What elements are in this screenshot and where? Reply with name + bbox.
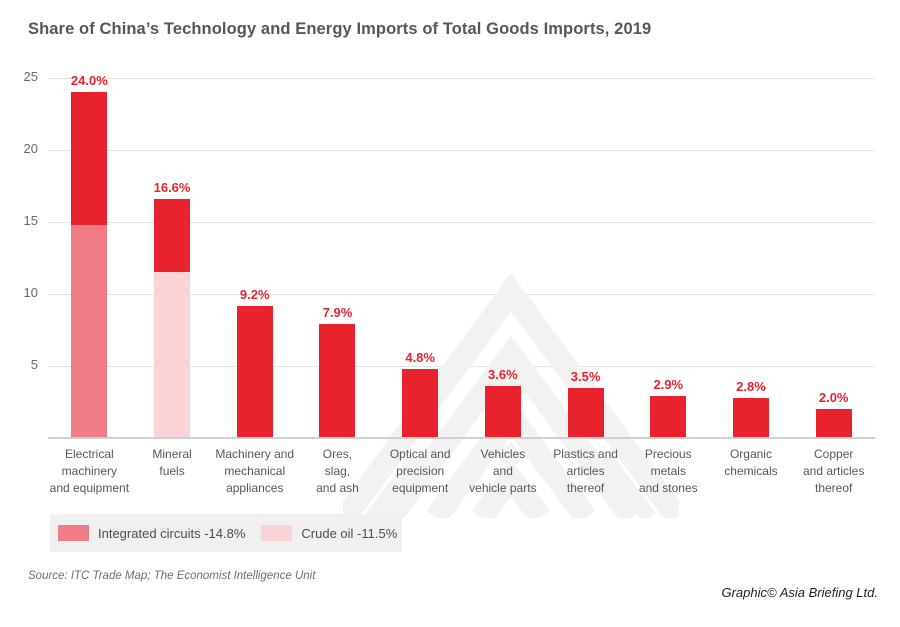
x-axis-baseline bbox=[48, 437, 875, 439]
category-label-6: Plastics and articles thereof bbox=[553, 447, 618, 495]
category-label-5: Vehicles and vehicle parts bbox=[469, 447, 537, 495]
bar-column-9: 2.0% bbox=[792, 78, 875, 438]
category-label-3: Ores, slag, and ash bbox=[316, 447, 359, 495]
legend-swatch-integrated-circuits bbox=[58, 525, 89, 541]
bar-0 bbox=[71, 92, 108, 438]
bar-column-4: 4.8% bbox=[379, 78, 462, 438]
bar-value-label-1: 16.6% bbox=[153, 179, 191, 195]
category-label-1: Mineral fuels bbox=[152, 447, 192, 478]
bar-value-label-0: 24.0% bbox=[70, 73, 108, 89]
bar-column-6: 3.5% bbox=[544, 78, 627, 438]
category-label-7: Precious metals and stones bbox=[638, 447, 698, 495]
bar-value-label-3: 7.9% bbox=[322, 305, 353, 321]
bar-column-0: 24.0% bbox=[48, 73, 131, 438]
gridline-20 bbox=[48, 150, 875, 151]
plot-area: 24.0% 16.6% 9.2% 7.9% 4.8% 3.6% 3.5% 2.9% 2.8% 2.… bbox=[48, 73, 875, 518]
y-tick-label-5: 5 bbox=[30, 357, 38, 372]
bar-value-label-4: 4.8% bbox=[405, 349, 435, 365]
source-note: Source: ITC Trade Map; The Economist Int… bbox=[28, 570, 316, 582]
bar-1 bbox=[154, 198, 191, 438]
y-tick-label-10: 10 bbox=[23, 285, 38, 300]
bar-value-label-2: 9.2% bbox=[239, 286, 270, 302]
y-tick-label-20: 20 bbox=[23, 141, 38, 156]
bar-value-label-7: 2.9% bbox=[653, 377, 684, 393]
bar-segment-integrated-circuits bbox=[71, 224, 108, 438]
bar-value-label-5: 3.6% bbox=[488, 367, 518, 383]
bar-6 bbox=[567, 387, 604, 438]
bar-7 bbox=[650, 396, 687, 438]
gridline-15 bbox=[48, 222, 875, 223]
bar-value-label-9: 2.0% bbox=[818, 390, 849, 406]
bar-8 bbox=[732, 397, 769, 438]
legend-label-integrated-circuits: Integrated circuits -14.8% bbox=[98, 525, 246, 541]
credit-attribution: Graphic© Asia Briefing Ltd. bbox=[721, 585, 878, 600]
bars-container: 24.0% 16.6% 9.2% 7.9% 4.8% 3.6% 3.5% 2.9% 2.8% 2.… bbox=[48, 73, 875, 438]
bar-3 bbox=[319, 324, 356, 438]
bar-value-label-8: 2.8% bbox=[736, 378, 766, 394]
bar-5 bbox=[484, 386, 521, 438]
bar-column-3: 7.9% bbox=[296, 78, 379, 438]
legend-entry-integrated-circuits: Integrated circuits -14.8% bbox=[58, 525, 245, 541]
bar-segment-top-1 bbox=[154, 198, 191, 273]
bar-4 bbox=[402, 368, 439, 438]
bar-segment-top-0 bbox=[71, 92, 108, 225]
bar-2 bbox=[236, 305, 273, 438]
chart-title: Share of China’s Technology and Energy I… bbox=[28, 20, 652, 38]
legend-entry-crude-oil: Crude oil -11.5% bbox=[261, 525, 397, 541]
legend: Integrated circuits -14.8% Crude oil -11… bbox=[50, 514, 402, 552]
legend-label-crude-oil: Crude oil -11.5% bbox=[301, 525, 398, 541]
legend-swatch-crude-oil bbox=[261, 525, 293, 541]
bar-column-7: 2.9% bbox=[627, 78, 710, 438]
y-tick-label-15: 15 bbox=[23, 213, 38, 228]
gridline-25 bbox=[48, 78, 875, 79]
gridline-10 bbox=[48, 294, 875, 295]
bar-column-5: 3.6% bbox=[462, 78, 545, 438]
category-axis-labels: Electrical machinery and equipment Minera… bbox=[48, 446, 875, 496]
bar-value-label-6: 3.5% bbox=[570, 368, 601, 384]
y-tick-label-25: 25 bbox=[23, 69, 38, 84]
bar-column-1: 16.6% bbox=[131, 78, 214, 438]
category-label-0: Electrical machinery and equipment bbox=[49, 447, 130, 495]
category-label-9: Copper and articles thereof bbox=[802, 447, 865, 495]
bar-segment-crude-oil bbox=[154, 272, 191, 438]
bar-9 bbox=[815, 409, 852, 438]
bar-column-8: 2.8% bbox=[710, 78, 793, 438]
category-label-8: Organic chemicals bbox=[724, 447, 778, 478]
category-label-4: Optical and precision equipment bbox=[389, 447, 451, 495]
bar-column-2: 9.2% bbox=[213, 78, 296, 438]
category-label-2: Machinery and mechanical appliances bbox=[215, 447, 295, 495]
